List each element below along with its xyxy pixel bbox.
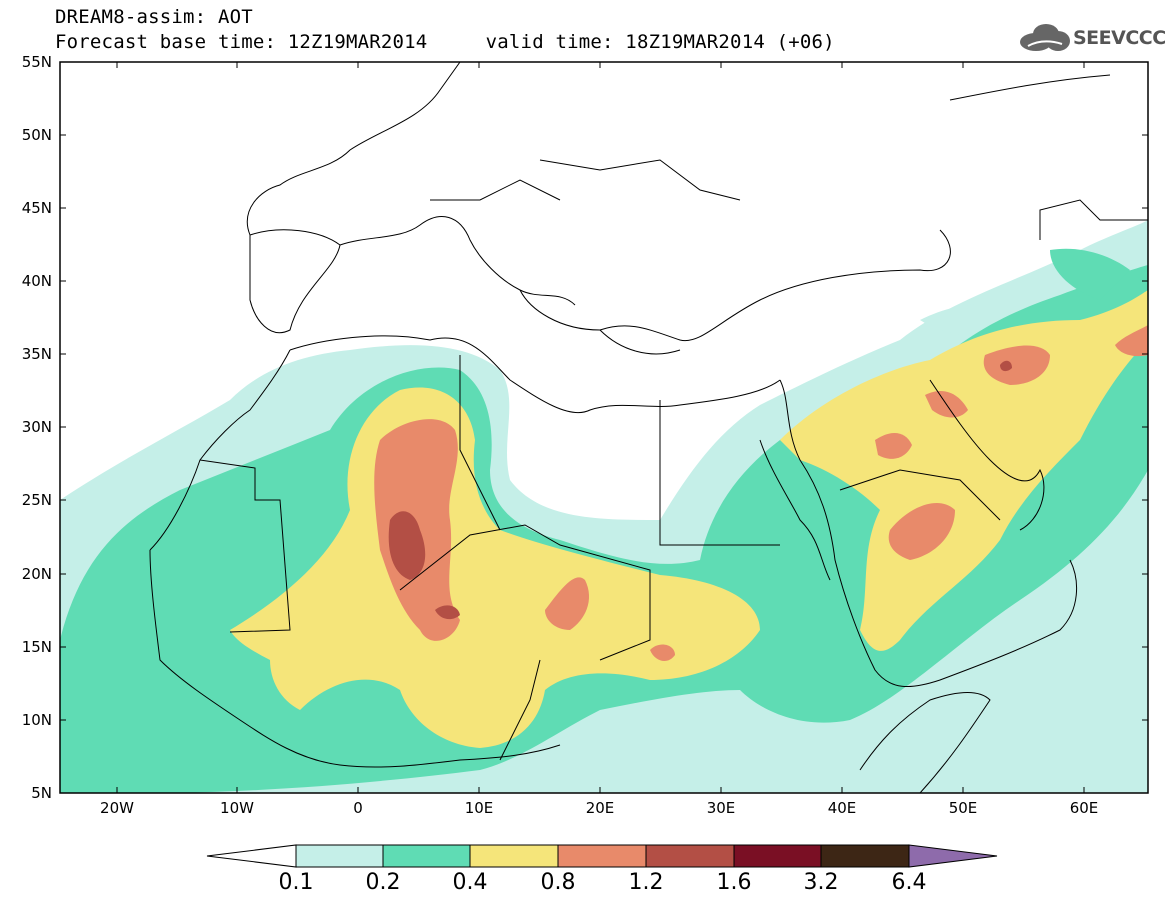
cloud-icon	[1020, 24, 1070, 51]
colorbar	[206, 844, 998, 868]
colorbar-label: 1.2	[628, 870, 664, 895]
colorbar-swatch	[382, 844, 471, 868]
lat-label: 45N	[21, 199, 52, 217]
lat-label: 55N	[21, 53, 52, 71]
lat-label: 5N	[31, 784, 52, 802]
lat-label: 20N	[21, 565, 52, 583]
colorbar-swatch-over	[908, 844, 998, 868]
aot-contour-1.2	[388, 360, 1012, 620]
colorbar-swatch	[820, 844, 910, 868]
colorbar-label: 0.8	[540, 870, 576, 895]
lat-label: 30N	[21, 418, 52, 436]
colorbar-swatch	[295, 844, 384, 868]
lon-label: 10W	[220, 799, 254, 817]
lon-label: 10E	[464, 799, 494, 817]
colorbar-label: 3.2	[803, 870, 839, 895]
colorbar-label: 6.4	[891, 870, 927, 895]
map-subtitle-times: Forecast base time: 12Z19MAR2014 valid t…	[55, 31, 835, 53]
lon-label: 30E	[706, 799, 736, 817]
lat-ticks	[60, 61, 1148, 721]
colorbar-swatch	[645, 844, 735, 868]
aot-contour-0.4	[230, 290, 1148, 748]
lat-label: 35N	[21, 345, 52, 363]
coastline-borders	[149, 62, 1148, 793]
lon-label: 50E	[948, 799, 978, 817]
lat-label: 40N	[21, 272, 52, 290]
colorbar-label: 0.4	[452, 870, 488, 895]
lon-ticks	[116, 62, 1085, 793]
lat-label: 25N	[21, 491, 52, 509]
map-title: DREAM8-assim: AOT	[55, 6, 253, 28]
lat-label: 15N	[21, 638, 52, 656]
lon-label: 20W	[100, 799, 134, 817]
lon-label: 40E	[827, 799, 857, 817]
colorbar-swatch	[733, 844, 822, 868]
colorbar-label: 1.6	[716, 870, 752, 895]
lon-label: 60E	[1069, 799, 1099, 817]
colorbar-label: 0.2	[365, 870, 401, 895]
colorbar-swatch	[557, 844, 647, 868]
colorbar-swatch-under	[206, 844, 297, 868]
lon-label: 20E	[585, 799, 615, 817]
logo-text: SEEVCCC	[1073, 27, 1165, 49]
colorbar-label: 0.1	[278, 870, 314, 895]
lat-label: 10N	[21, 711, 52, 729]
colorbar-swatch	[469, 844, 559, 868]
lat-label: 50N	[21, 126, 52, 144]
lon-label: 0	[353, 799, 363, 817]
